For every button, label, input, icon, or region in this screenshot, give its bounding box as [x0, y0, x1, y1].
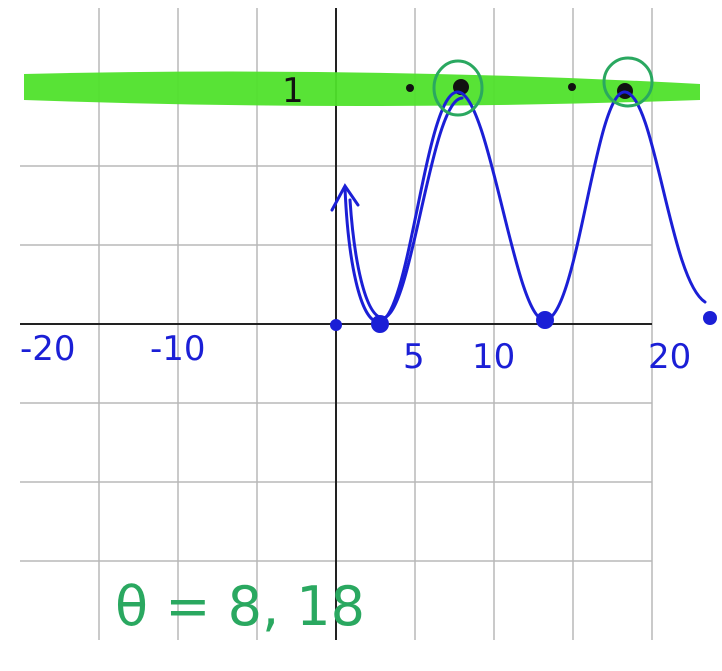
x-label: 20 [648, 337, 691, 377]
answer: θ = 8, 18 [115, 575, 365, 638]
highlight [24, 72, 700, 106]
y-label: 1 [282, 71, 304, 111]
page: 1 -20 -10 5 10 20 θ = 8, 18 (() => { con… [0, 0, 722, 671]
whiteboard: 1 -20 -10 5 10 20 θ = 8, 18 [0, 0, 722, 671]
x-label: -20 [20, 329, 76, 369]
x-label: -10 [150, 329, 206, 369]
x-label: 5 [403, 337, 425, 377]
x-label: 10 [472, 337, 515, 377]
sine-curve [332, 92, 705, 322]
